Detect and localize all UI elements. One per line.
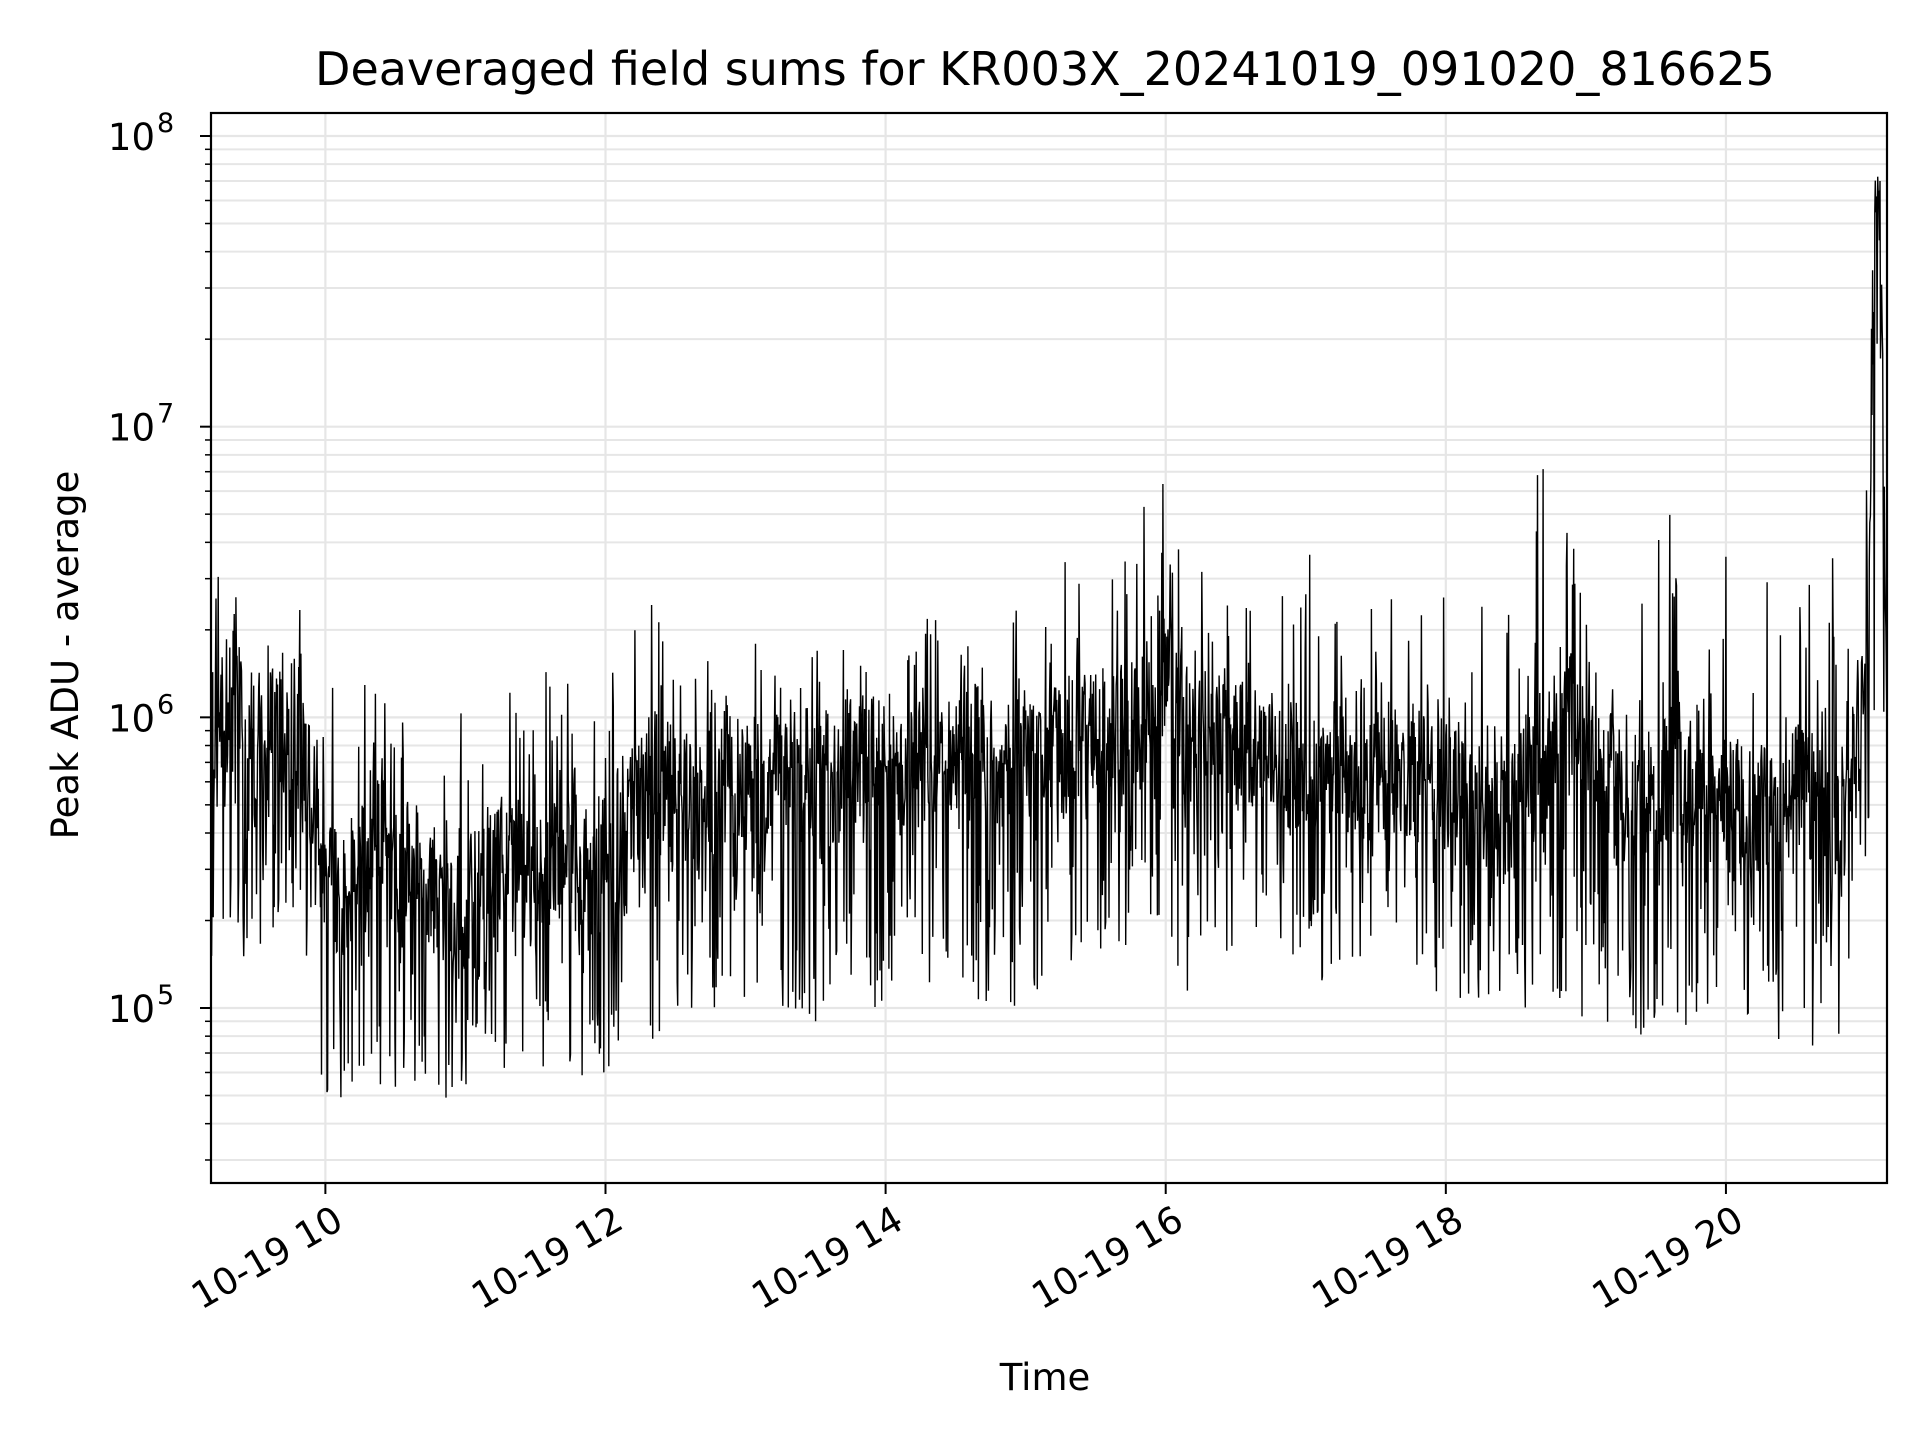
data-series-line: [210, 176, 1888, 1098]
plot-frame: [209, 111, 1889, 1185]
y-tick-label: 10: [108, 116, 155, 159]
series-layer: [210, 176, 1888, 1098]
y-tick-label: 10: [108, 988, 155, 1031]
y-tick-label: 10: [108, 407, 155, 450]
y-tick-label: 10: [108, 697, 155, 740]
y-axis-label: Peak ADU - average: [44, 471, 87, 840]
x-axis-label: Time: [999, 1356, 1091, 1399]
y-tick-exponent: 8: [157, 108, 174, 139]
y-tick-exponent: 7: [157, 399, 174, 430]
chart-title: Deaveraged field sums for KR003X_2024101…: [315, 42, 1775, 96]
y-tick-exponent: 5: [157, 980, 174, 1011]
y-tick-exponent: 6: [157, 689, 174, 720]
axes: [200, 111, 1889, 1194]
